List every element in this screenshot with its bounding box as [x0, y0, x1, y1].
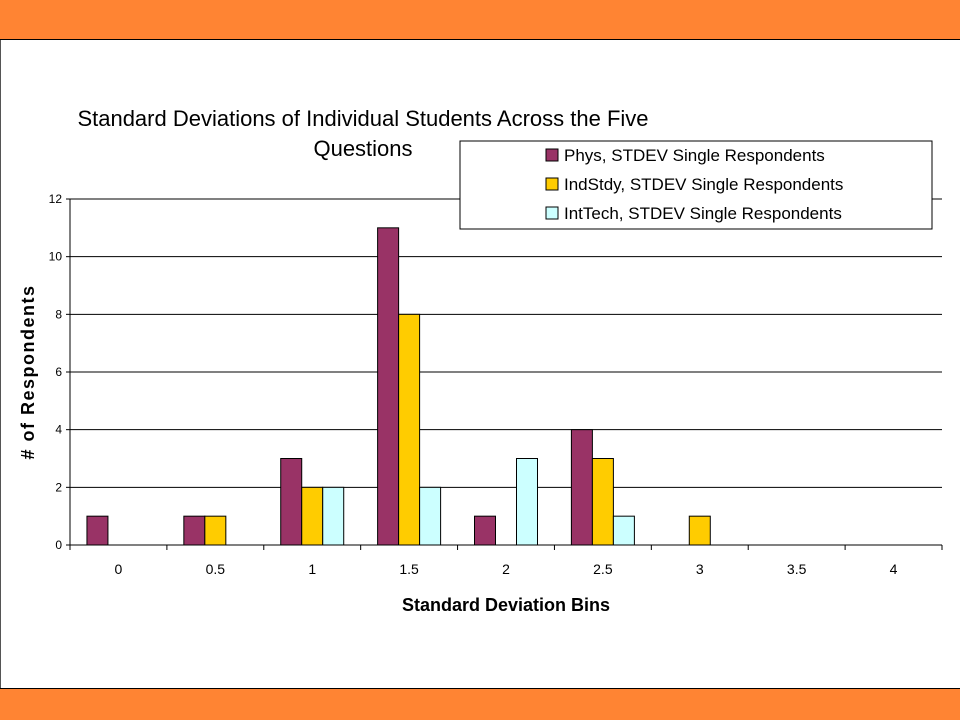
- y-tick-label: 4: [55, 423, 62, 437]
- bar: [398, 313, 421, 546]
- x-tick-label: 2.5: [593, 561, 613, 577]
- x-tick-label: 0: [115, 561, 123, 577]
- bottom-banner: [0, 688, 960, 720]
- bar: [322, 486, 345, 546]
- legend-swatch: [545, 177, 559, 191]
- legend-box: [459, 140, 933, 230]
- x-tick-label: 2: [502, 561, 510, 577]
- bar: [204, 515, 227, 546]
- bar: [301, 486, 324, 546]
- y-tick-label: 8: [55, 307, 62, 321]
- x-tick-label: 0.5: [206, 561, 226, 577]
- x-axis-title: Standard Deviation Bins: [402, 595, 610, 615]
- bar: [419, 486, 442, 546]
- bar: [86, 515, 109, 546]
- legend: Phys, STDEV Single Respondents IndStdy, S…: [459, 140, 933, 230]
- bar: [516, 458, 538, 546]
- chart-title-line-1: Standard Deviations of Individual Studen…: [77, 106, 648, 131]
- legend-label: IndStdy, STDEV Single Respondents: [564, 175, 843, 194]
- bar: [570, 429, 593, 546]
- legend-swatch: [545, 206, 559, 220]
- slide-frame-left: [0, 40, 1, 688]
- y-axis-title: # of Respondents: [18, 284, 38, 459]
- bar: [688, 515, 711, 546]
- legend-label: IntTech, STDEV Single Respondents: [564, 204, 842, 223]
- axes: 0 2 4 6 8 10 12 0 0.5 1 1.5 2 2.5 3 3.5 4: [49, 192, 943, 577]
- gridlines: [70, 198, 942, 488]
- y-tick-label: 12: [49, 192, 63, 206]
- x-tick-label: 4: [890, 561, 898, 577]
- x-tick-label: 3: [696, 561, 704, 577]
- bar: [591, 458, 614, 546]
- bar: [612, 515, 635, 546]
- y-tick-label: 10: [49, 250, 63, 264]
- bar: [474, 515, 496, 546]
- x-tick-label: 3.5: [787, 561, 807, 577]
- bars: [86, 227, 711, 546]
- legend-label: Phys, STDEV Single Respondents: [564, 146, 825, 165]
- legend-swatch: [545, 148, 559, 162]
- x-tick-label: 1: [308, 561, 316, 577]
- y-tick-label: 6: [55, 365, 62, 379]
- bar: [377, 227, 400, 546]
- bar: [280, 458, 303, 546]
- chart-title-line-2: Questions: [313, 136, 412, 161]
- y-tick-label: 2: [55, 480, 62, 494]
- y-tick-label: 0: [55, 538, 62, 552]
- top-banner: [0, 0, 960, 40]
- x-tick-label: 1.5: [399, 561, 419, 577]
- bar: [183, 515, 206, 546]
